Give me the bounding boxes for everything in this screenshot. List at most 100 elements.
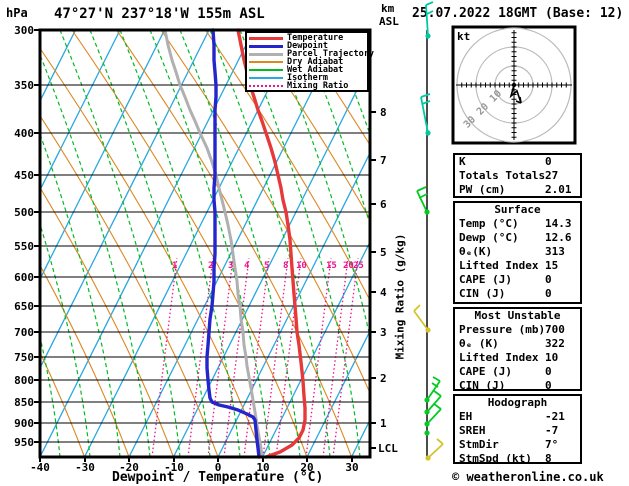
table-row: Lifted Index 15: [459, 259, 559, 272]
wind-barb: [424, 376, 441, 403]
copyright-credit: © weatheronline.co.uk: [452, 470, 604, 484]
pressure-unit-label: hPa: [6, 6, 28, 20]
surface-table: Surface Temp (°C) 14.3 Dewp (°C) 12.6 θₑ(K…: [453, 201, 582, 304]
mixing-ratio-value-label: 25: [353, 261, 364, 271]
legend-item-wet-adiabat: Wet Adiabat: [249, 65, 365, 75]
mixing-ratio-value-label: 3: [228, 261, 234, 271]
pressure-tick-label: 850: [14, 396, 34, 409]
wind-barb: [416, 186, 430, 215]
pressure-tick-label: 800: [14, 374, 34, 387]
table-row: StmDir 7°: [459, 438, 559, 451]
km-tick-label: 1: [380, 417, 387, 430]
table-row: CIN (J) 0: [459, 287, 552, 300]
table-row: CAPE (J) 0: [459, 365, 552, 378]
legend-item-temperature: Temperature: [249, 33, 365, 43]
temperature-tick-label: 0: [214, 461, 222, 474]
pressure-tick-label: 550: [14, 240, 34, 253]
mixing-ratio-value-label: 5: [264, 261, 270, 271]
km-tick-label: 6: [380, 198, 387, 211]
mixing-ratio-value-label: 15: [326, 261, 337, 271]
table-row: Lifted Index 10: [459, 351, 559, 364]
dry-adiabat-line-swatch: [249, 61, 283, 63]
dewpoint-line-swatch: [249, 44, 283, 48]
km-tick-label: 3: [380, 326, 387, 339]
hodograph-panel: [451, 25, 577, 145]
asl-unit-label: ASL: [379, 15, 399, 28]
temperature-tick-label: -40: [30, 461, 50, 474]
legend-item-mixing-ratio: Mixing Ratio: [249, 81, 365, 91]
lcl-label: LCL: [378, 442, 398, 455]
legend-item-isotherm: Isotherm: [249, 73, 365, 83]
table-header: Most Unstable: [474, 309, 561, 322]
pressure-tick-label: 300: [14, 24, 34, 37]
table-row: PW (cm) 2.01: [459, 183, 572, 196]
table-row: Dewp (°C) 12.6: [459, 231, 572, 244]
table-row: CIN (J) 0: [459, 379, 552, 392]
pressure-tick-label: 500: [14, 206, 34, 219]
wind-barb: [413, 304, 431, 333]
temperature-line-swatch: [249, 36, 283, 40]
hodograph-unit-label: kt: [457, 30, 471, 43]
wind-barb: [425, 1, 434, 39]
temperature-tick-label: -20: [119, 461, 139, 474]
pressure-tick-label: 750: [14, 351, 34, 364]
pressure-tick-label: 700: [14, 326, 34, 339]
pressure-tick-label: 350: [14, 79, 34, 92]
legend-item-dry-adiabat: Dry Adiabat: [249, 57, 365, 67]
table-row: Totals Totals 27: [459, 169, 559, 182]
wind-barb: [425, 438, 444, 461]
pressure-tick-label: 600: [14, 271, 34, 284]
mixing-ratio-value-label: 1: [172, 261, 178, 271]
legend-item-dewpoint: Dewpoint: [249, 41, 365, 51]
table-row: EH -21: [459, 410, 565, 423]
km-tick-label: 2: [380, 372, 387, 385]
pressure-tick-label: 950: [14, 436, 34, 449]
temperature-tick-label: -10: [164, 461, 184, 474]
table-header: Surface: [494, 203, 541, 216]
pressure-tick-label: 400: [14, 127, 34, 140]
hodograph-table: Hodograph EH -21 SREH -7 StmDir 7° StmSpd (…: [453, 394, 582, 465]
table-row: θₑ(K) 313: [459, 245, 565, 258]
date-title: 25.07.2022 18GMT (Base: 12): [412, 6, 624, 21]
mixing-ratio-value-label: 4: [244, 261, 250, 271]
temperature-tick-label: 20: [300, 461, 314, 474]
table-row: StmSpd (kt) 8: [459, 452, 552, 465]
temperature-tick-label: -30: [75, 461, 95, 474]
wind-barb: [424, 403, 442, 427]
parcel-line-swatch: [249, 52, 283, 56]
mixing-ratio-value-label: 20: [343, 261, 354, 271]
km-tick-label: 5: [380, 246, 387, 259]
pressure-tick-label: 650: [14, 300, 34, 313]
mixing-ratio-line-swatch: [249, 85, 283, 87]
mixing-ratio-axis-title: Mixing Ratio (g/kg): [393, 233, 407, 360]
legend: Temperature Dewpoint Parcel Trajectory D…: [245, 31, 374, 92]
mixing-ratio-value-label: 8: [283, 261, 289, 271]
km-unit-label: km: [381, 2, 395, 15]
wet-adiabat-line-swatch: [249, 69, 283, 71]
table-row: Pressure (mb) 700: [459, 323, 565, 336]
pressure-tick-label: 900: [14, 417, 34, 430]
temperature-tick-label: 30: [345, 461, 359, 474]
station-title: 47°27'N 237°18'W 155m ASL: [54, 6, 265, 22]
km-tick-label: 8: [380, 106, 387, 119]
mixing-ratio-value-label: 10: [296, 261, 307, 271]
x-axis-title: Dewpoint / Temperature (°C): [112, 470, 324, 485]
table-row: θₑ (K) 322: [459, 337, 565, 350]
mixing-ratio-value-label: 2: [208, 261, 214, 271]
table-header: Hodograph: [487, 396, 548, 409]
table-row: CAPE (J) 0: [459, 273, 552, 286]
legend-item-parcel: Parcel Trajectory: [249, 49, 374, 59]
km-tick-label: 4: [380, 286, 387, 299]
km-tick-label: 7: [380, 154, 387, 167]
most-unstable-table: Most Unstable Pressure (mb) 700 θₑ (K) 322…: [453, 307, 582, 392]
isotherm-line-swatch: [249, 77, 283, 79]
wind-barb: [420, 93, 431, 136]
table-row: SREH -7: [459, 424, 559, 437]
wind-barb: [424, 430, 430, 436]
table-row: Temp (°C) 14.3: [459, 217, 572, 230]
temperature-tick-label: 10: [256, 461, 270, 474]
